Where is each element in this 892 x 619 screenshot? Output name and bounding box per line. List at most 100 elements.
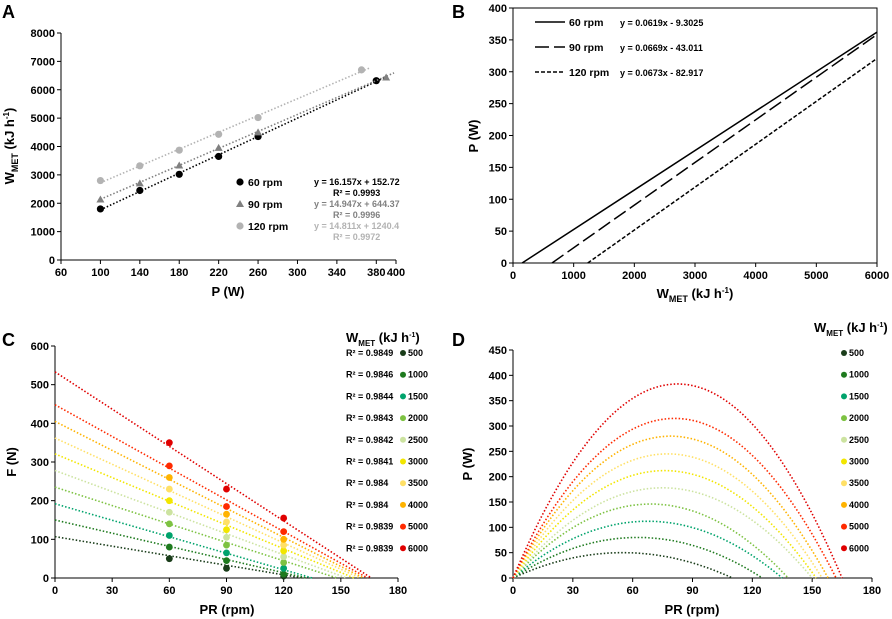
panel-a-data-point-3: [96, 176, 105, 185]
panel-d-legend-title: WMET (kJ h-1): [814, 320, 888, 338]
panel-a-label: A: [2, 2, 15, 22]
panel-d-y-axis-label: P (W): [460, 448, 475, 481]
panel-c-data-point-6: [223, 526, 230, 534]
panel-c-fit-line-4: [54, 486, 338, 579]
panel-c-y-tick-label: 400: [31, 418, 49, 430]
panel-a-data-point-2: [254, 128, 263, 136]
panel-c-data-point-9: [280, 528, 288, 535]
panel-d-legend-marker-4: [841, 415, 847, 422]
panel-c-legend-marker-2: [400, 371, 406, 378]
panel-c-legend-label-10: 6000: [408, 543, 428, 553]
panel-b-series-line-1: [521, 31, 878, 264]
panel-c-legend-label-5: 2500: [408, 435, 428, 445]
panel-d-x-tick-label: 150: [803, 585, 821, 597]
panel-c-legend-label-4: 2000: [408, 413, 428, 423]
panel-a-data-point-1: [175, 170, 183, 178]
panel-c-legend-title: WMET (kJ h-1): [346, 330, 420, 348]
panel-a-r2-2: R² = 0.9996: [333, 210, 380, 220]
panel-a-x-tick-label: 220: [209, 267, 227, 279]
panel-c-data-point-6: [165, 497, 173, 505]
panel-c-data-point-5: [223, 534, 230, 541]
panel-d-series-curve-8: [512, 435, 829, 579]
panel-d-series-curve-6: [512, 469, 817, 579]
panel-d-series-curve-3: [512, 520, 783, 579]
panel-b-legend-label-2: 90 rpm: [569, 42, 603, 54]
panel-c-legend-r2-6: R² = 0.9841: [346, 457, 393, 467]
panel-c-legend-marker-9: [400, 523, 406, 530]
panel-c-legend-label-7: 3500: [408, 478, 428, 488]
panel-c-data-point-4: [223, 541, 230, 549]
panel-c-data-point-10: [165, 439, 173, 447]
panel-d-legend-marker-7: [841, 480, 847, 487]
panel-d: D 0 30 60 90 120 150 180 0 50 100 150 200 250 300 350 4…: [452, 320, 888, 617]
panel-c-legend-label-3: 1500: [408, 391, 428, 401]
panel-b-y-tick-label: 50: [495, 226, 507, 238]
panel-c-x-tick-label: 150: [332, 585, 350, 597]
panel-d-series-curve-7: [512, 453, 823, 579]
panel-a-x-tick-label: 100: [91, 267, 109, 279]
panel-d-label: D: [452, 330, 465, 350]
panel-b-y-tick-label: 150: [489, 162, 507, 174]
panel-a-legend-label-2: 90 rpm: [248, 199, 282, 211]
panel-c-y-tick-label: 500: [31, 380, 49, 392]
panel-c-legend-r2-8: R² = 0.984: [346, 500, 388, 510]
panel-d-y-tick-label: 250: [489, 446, 507, 458]
panel-c-data-point-9: [165, 462, 173, 470]
panel-d-x-tick-label: 0: [510, 585, 516, 597]
panel-c-y-axis-label: F (N): [4, 447, 19, 477]
panel-c-legend-marker-4: [400, 415, 406, 422]
panel-a-equation-2: y = 14.947x + 644.37: [314, 199, 400, 209]
panel-c-legend-marker-6: [400, 458, 406, 465]
panel-d-legend-label-2: 1000: [849, 370, 869, 380]
panel-a-y-tick-label: 2000: [31, 198, 55, 210]
panel-b-legend-label-1: 60 rpm: [569, 17, 603, 29]
panel-c-fit-line-10: [54, 371, 372, 579]
panel-a-data-point-2: [96, 195, 105, 203]
panel-a-legend-label-1: 60 rpm: [248, 177, 282, 189]
panel-a-data-point-2: [214, 143, 223, 151]
panel-c-fit-line-7: [54, 437, 361, 579]
panel-b-x-tick-label: 6000: [865, 270, 889, 282]
panel-a-y-tick-label: 4000: [31, 142, 55, 154]
panel-c-legend-r2-9: R² = 0.9839: [346, 522, 393, 532]
panel-b-equation-3: y = 0.0673x - 82.917: [620, 68, 703, 78]
panel-c: C 0 30 60 90 120 150 180 0 100 200 300 400 500 600 PR …: [2, 330, 428, 617]
panel-b-y-tick-label: 100: [489, 194, 507, 206]
panel-c-legend-marker-7: [400, 480, 406, 487]
panel-b: B 0 1000 2000 3000 4000 5000 6000 0 50 100 150 200 2…: [452, 2, 889, 304]
panel-d-legend-marker-8: [841, 501, 847, 508]
panel-c-legend-label-9: 5000: [408, 522, 428, 532]
panel-b-x-tick-label: 5000: [804, 270, 828, 282]
panel-a-y-tick-label: 7000: [31, 56, 55, 68]
panel-a-y-axis-label: WMET (kJ h-1): [2, 108, 20, 185]
panel-c-x-tick-label: 0: [52, 585, 58, 597]
panel-c-x-tick-label: 120: [274, 585, 292, 597]
panel-a-r2-1: R² = 0.9993: [333, 188, 380, 198]
panel-a-data-point-1: [372, 77, 380, 85]
panel-c-data-point-9: [223, 503, 230, 510]
panel-d-y-tick-label: 300: [489, 421, 507, 433]
panel-d-y-tick-label: 50: [495, 548, 507, 560]
panel-d-series-curve-10: [512, 383, 843, 579]
panel-b-x-axis-label: WMET (kJ h-1): [657, 286, 734, 304]
panel-d-y-tick-label: 0: [501, 573, 507, 585]
panel-b-y-axis-label: P (W): [466, 120, 481, 153]
panel-c-legend-r2-7: R² = 0.984: [346, 478, 388, 488]
panel-c-data-point-6: [280, 547, 288, 555]
panel-a-x-tick-label: 380: [367, 267, 385, 279]
panel-d-legend-label-5: 2500: [849, 435, 869, 445]
panel-c-data-point-7: [280, 541, 288, 549]
panel-d-y-tick-label: 400: [489, 370, 507, 382]
panel-c-fit-line-3: [54, 502, 313, 579]
panel-b-series-line-2: [551, 33, 878, 264]
panel-b-legend-label-3: 120 rpm: [569, 67, 609, 79]
panel-c-data-point-4: [165, 520, 173, 528]
panel-d-series-curve-5: [512, 486, 813, 579]
panel-d-y-tick-label: 350: [489, 396, 507, 408]
panel-c-label: C: [2, 330, 15, 350]
panel-a: A 60 100 140 180 220 260 300 340 380 400010002000…: [2, 2, 405, 299]
panel-c-x-tick-label: 60: [163, 585, 175, 597]
panel-c-legend-marker-1: [400, 350, 406, 356]
panel-c-y-tick-label: 0: [43, 573, 49, 585]
